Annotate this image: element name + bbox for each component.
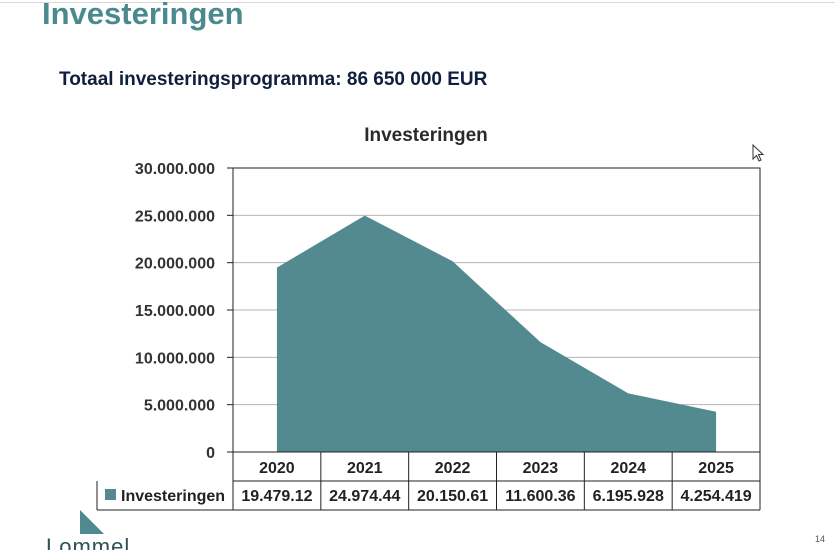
- y-tick-label: 15.000.000: [135, 303, 215, 320]
- logo-mark-icon: [80, 510, 104, 534]
- y-tick-label: 20.000.000: [135, 256, 215, 273]
- slide-title: Investeringen: [42, 0, 244, 31]
- mouse-cursor-icon: [752, 144, 765, 162]
- data-label: 20.150.61: [417, 488, 488, 505]
- data-label: 24.974.44: [329, 488, 400, 505]
- y-tick-label: 25.000.000: [135, 208, 215, 225]
- y-tick-label: 5.000.000: [144, 398, 215, 415]
- y-axis: 0 5.000.000 10.000.000 15.000.000 20.000.000…: [135, 161, 233, 462]
- logo-text: Lommel: [46, 534, 131, 550]
- x-tick-label: 2022: [435, 460, 471, 477]
- x-tick-label: 2023: [523, 460, 559, 477]
- data-label: 11.600.36: [505, 488, 575, 505]
- data-table: 2020 19.479.12 2021 24.974.44 2022 20.150.61 2…: [96, 452, 761, 511]
- y-tick-label: 10.000.000: [135, 350, 215, 367]
- x-tick-label: 2024: [610, 460, 646, 477]
- x-tick-label: 2025: [698, 460, 734, 477]
- legend-label: Investeringen: [121, 488, 225, 505]
- legend-swatch: [105, 489, 116, 500]
- y-tick-label: 30.000.000: [135, 161, 215, 178]
- data-label: 4.254.419: [680, 488, 751, 505]
- slide-subtitle: Totaal investeringsprogramma: 86 650 000…: [59, 69, 488, 90]
- data-label: 6.195.928: [593, 488, 664, 505]
- area-series-investeringen: [276, 215, 717, 452]
- data-label: 19.479.12: [241, 488, 312, 505]
- y-tick-label: 0: [206, 445, 215, 462]
- logo: Lommel: [46, 508, 136, 550]
- x-tick-label: 2020: [259, 460, 295, 477]
- top-divider: [0, 2, 835, 3]
- chart-title: Investeringen: [364, 125, 488, 146]
- page-number: 14: [814, 534, 825, 544]
- x-tick-label: 2021: [347, 460, 383, 477]
